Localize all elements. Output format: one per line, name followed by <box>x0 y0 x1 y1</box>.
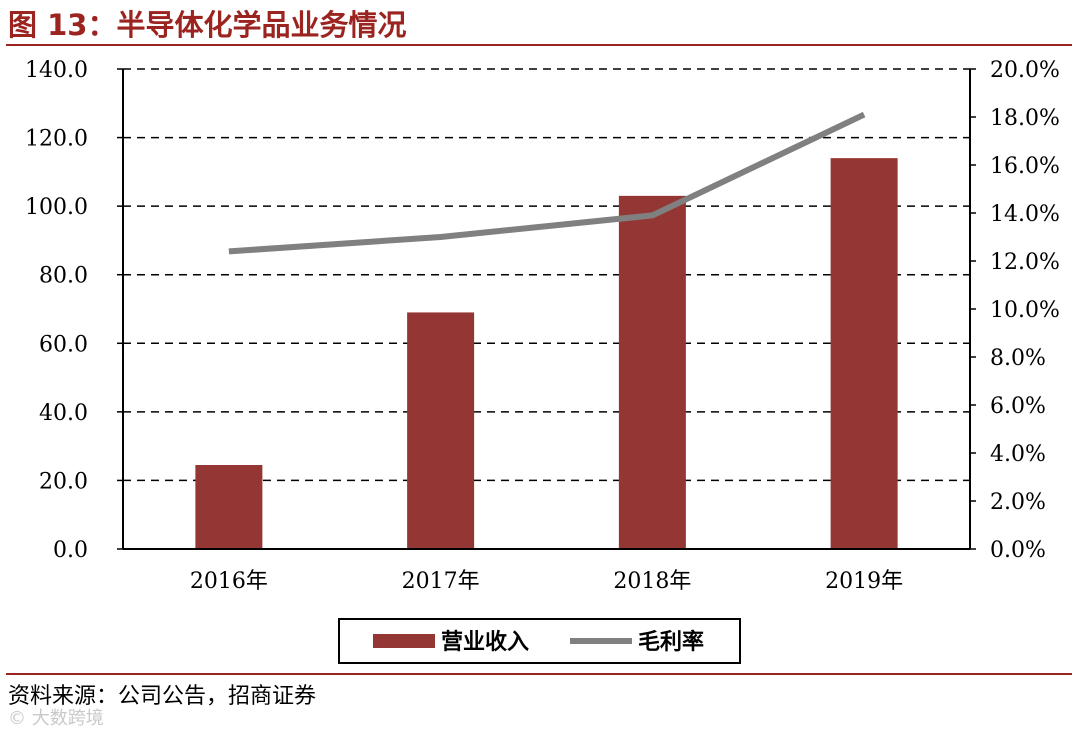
left-tick-label: 40.0 <box>39 401 88 426</box>
right-tick-label: 2.0% <box>990 490 1046 515</box>
source-note: 资料来源：公司公告，招商证券 <box>8 684 317 709</box>
line-series <box>228 111 866 255</box>
x-tick-label: 2018年 <box>613 569 691 594</box>
bar-1 <box>407 312 475 549</box>
right-tick-label: 0.0% <box>990 538 1046 563</box>
bar-3 <box>830 158 898 549</box>
margin-line <box>228 111 866 255</box>
bar-series <box>195 158 898 549</box>
right-tick-label: 12.0% <box>990 250 1060 275</box>
x-tick-label: 2017年 <box>402 569 480 594</box>
right-tick-label: 14.0% <box>990 202 1060 227</box>
chart: 0.0 20.0 40.0 60.0 80.0 100.0 120.0 140.0 0.0% 2… <box>25 58 1060 664</box>
left-tick-label: 80.0 <box>39 264 88 289</box>
x-tick-label: 2019年 <box>825 569 903 594</box>
right-tick-label: 4.0% <box>990 442 1046 467</box>
grid-lines <box>123 68 970 482</box>
right-axis-ticks: 0.0% 2.0% 4.0% 6.0% 8.0% 10.0% 12.0% 14.0% 16.0%… <box>970 58 1060 563</box>
right-tick-label: 8.0% <box>990 346 1046 371</box>
footer-rule <box>6 673 1072 675</box>
right-tick-label: 10.0% <box>990 298 1060 323</box>
watermark: © 大数跨境 <box>8 708 104 729</box>
figure-title: 图 13：半导体化学品业务情况 <box>8 8 407 42</box>
legend: 营业收入 毛利率 <box>338 618 741 664</box>
right-tick-label: 16.0% <box>990 154 1060 179</box>
title-underline <box>6 44 1072 46</box>
left-tick-label: 140.0 <box>25 58 88 83</box>
left-tick-label: 20.0 <box>39 469 88 494</box>
x-axis-ticks: 2016年 2017年 2018年 2019年 <box>190 569 903 594</box>
left-tick-label: 120.0 <box>25 127 88 152</box>
legend-label-bar: 营业收入 <box>441 629 529 655</box>
left-tick-label: 0.0 <box>53 538 88 563</box>
right-tick-label: 18.0% <box>990 106 1060 131</box>
left-tick-label: 60.0 <box>39 332 88 357</box>
right-tick-label: 6.0% <box>990 394 1046 419</box>
bar-2 <box>618 195 686 549</box>
x-tick-label: 2016年 <box>190 569 268 594</box>
left-tick-label: 100.0 <box>25 195 88 220</box>
right-tick-label: 20.0% <box>990 58 1060 83</box>
left-axis-ticks: 0.0 20.0 40.0 60.0 80.0 100.0 120.0 140.0 <box>25 58 123 563</box>
legend-label-line: 毛利率 <box>638 629 704 655</box>
bar-0 <box>195 465 263 549</box>
legend-swatch-bar <box>373 634 435 648</box>
